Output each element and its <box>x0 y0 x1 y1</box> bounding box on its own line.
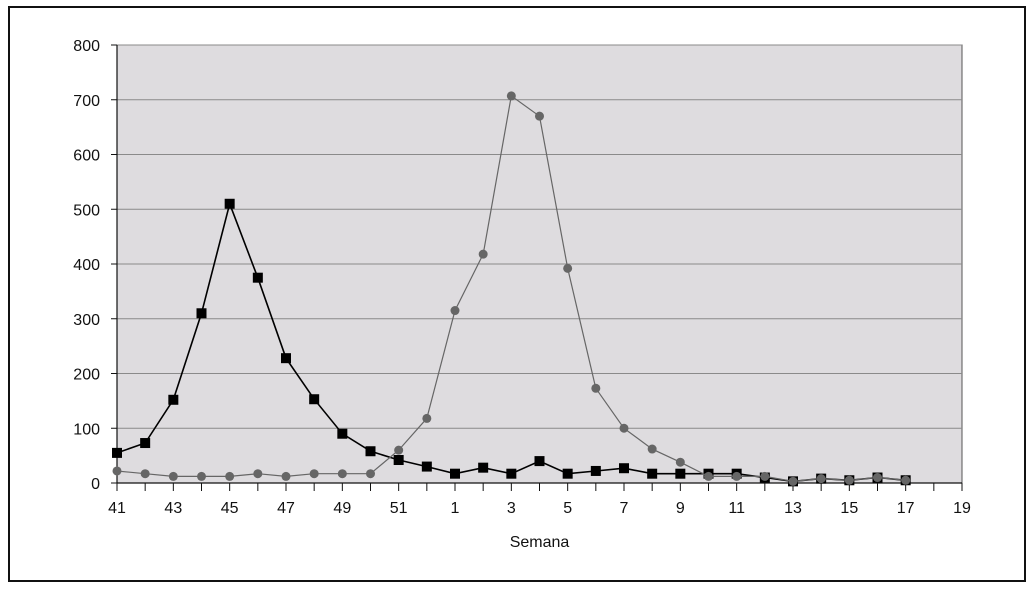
data-point-circle <box>450 306 460 316</box>
x-axis-ticks: 41 43 45 47 49 51 1 3 5 7 9 11 13 15 17 19 <box>108 483 971 517</box>
data-point-circle <box>760 471 770 481</box>
data-point-square <box>168 394 179 405</box>
y-tick-label: 800 <box>73 38 100 55</box>
data-point-circle <box>168 471 178 481</box>
data-point-circle <box>675 457 685 467</box>
data-point-circle <box>225 471 235 481</box>
data-point-square <box>506 468 517 479</box>
data-point-square <box>140 438 151 449</box>
data-point-square <box>450 468 460 479</box>
series-group <box>112 91 911 487</box>
data-point-circle <box>140 469 150 479</box>
y-tick-label: 200 <box>73 367 100 384</box>
data-point-circle <box>309 469 319 479</box>
y-tick-label: 100 <box>73 421 100 438</box>
data-point-square <box>478 462 489 473</box>
data-point-circle <box>844 475 854 485</box>
x-tick-label: 9 <box>676 500 685 517</box>
data-point-circle <box>704 471 713 481</box>
data-point-circle <box>788 476 798 486</box>
data-point-square <box>196 308 207 319</box>
x-tick-label: 41 <box>108 500 126 517</box>
data-point-circle <box>647 444 657 454</box>
x-tick-label: 13 <box>784 500 802 517</box>
y-tick-label: 700 <box>73 93 100 110</box>
y-axis-ticks: 0 100 200 300 400 500 600 700 800 <box>73 38 117 493</box>
data-point-square <box>647 468 658 479</box>
x-tick-label: 11 <box>728 500 745 517</box>
data-point-circle <box>394 445 404 455</box>
data-point-circle <box>337 469 347 479</box>
y-tick-label: 400 <box>73 257 100 274</box>
x-tick-label: 47 <box>277 500 295 517</box>
data-point-circle <box>422 413 432 423</box>
x-tick-label: 43 <box>164 500 182 517</box>
y-tick-label: 300 <box>73 312 100 329</box>
x-tick-label: 5 <box>563 500 572 517</box>
data-point-square <box>534 456 545 467</box>
data-point-square <box>112 447 122 458</box>
x-tick-label: 7 <box>620 500 629 517</box>
data-point-square <box>337 428 348 439</box>
data-point-circle <box>478 249 488 259</box>
x-tick-label: 1 <box>451 500 460 517</box>
data-point-square <box>393 455 404 466</box>
data-point-square <box>590 465 601 476</box>
data-point-circle <box>563 263 573 273</box>
x-axis-label: Semana <box>510 534 570 551</box>
data-point-square <box>252 272 263 283</box>
gridlines <box>117 44 962 429</box>
data-point-square <box>365 446 376 457</box>
series-2 <box>112 91 911 486</box>
data-point-square <box>675 468 686 479</box>
data-point-square <box>619 463 629 474</box>
data-point-circle <box>816 474 826 484</box>
data-point-square <box>421 461 432 472</box>
y-tick-label: 500 <box>73 202 100 219</box>
y-tick-label: 0 <box>91 476 100 493</box>
y-tick-label: 600 <box>73 148 100 165</box>
data-point-circle <box>535 111 544 121</box>
x-tick-label: 45 <box>221 500 239 517</box>
data-point-circle <box>366 469 375 479</box>
x-tick-label: 15 <box>840 500 858 517</box>
data-point-circle <box>506 91 516 101</box>
data-point-circle <box>253 469 263 479</box>
x-tick-label: 49 <box>333 500 351 517</box>
data-point-circle <box>873 473 882 483</box>
x-tick-label: 3 <box>507 500 516 517</box>
data-point-circle <box>619 423 629 433</box>
data-point-circle <box>112 466 122 476</box>
data-point-square <box>224 198 235 209</box>
data-point-circle <box>591 383 601 393</box>
x-tick-label: 19 <box>953 500 971 517</box>
data-point-square <box>309 394 320 405</box>
x-tick-label: 17 <box>897 500 915 517</box>
data-point-circle <box>732 471 742 481</box>
x-tick-label: 51 <box>390 500 408 517</box>
data-point-circle <box>197 471 206 481</box>
data-point-square <box>281 353 291 364</box>
data-point-circle <box>281 471 291 481</box>
data-point-square <box>562 468 573 479</box>
data-point-circle <box>901 475 911 485</box>
